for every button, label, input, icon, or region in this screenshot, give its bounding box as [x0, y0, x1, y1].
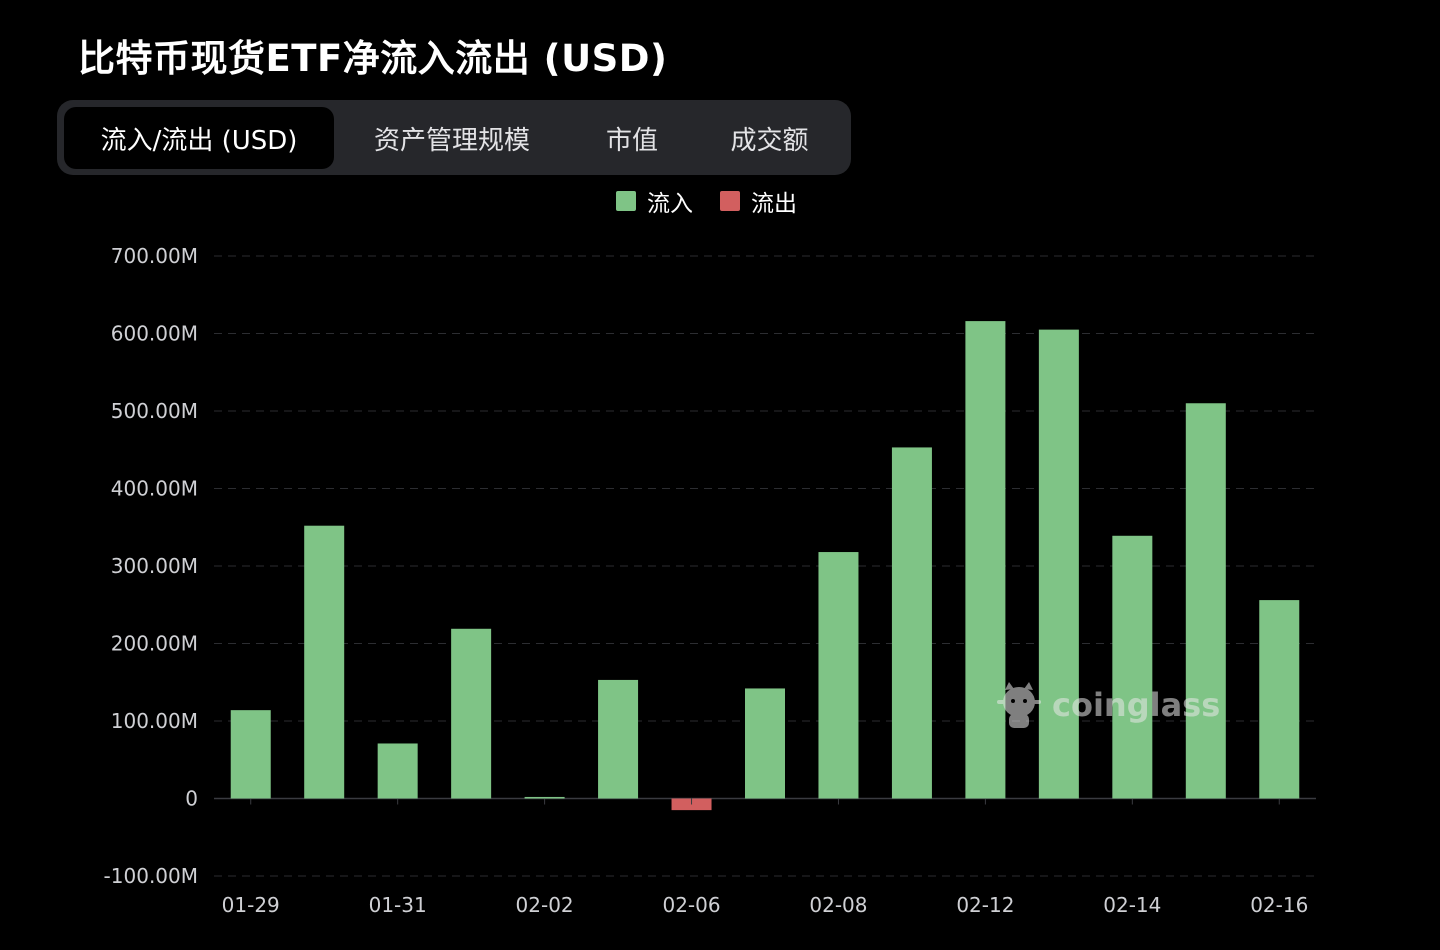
bar-01-30[interactable]	[304, 525, 345, 799]
bar-02-01[interactable]	[451, 628, 492, 799]
legend-label-inflow: 流入	[647, 191, 693, 217]
tab-inflow-outflow[interactable]: 流入/流出 (USD)	[64, 107, 334, 169]
legend-swatch-outflow	[720, 191, 740, 211]
x-tick-label: 02-08	[809, 893, 867, 917]
x-tick-label: 02-12	[956, 893, 1014, 917]
legend-item-inflow[interactable]: 流入	[616, 186, 693, 217]
bar-02-14[interactable]	[1112, 535, 1153, 799]
y-tick-label: 200.00M	[111, 632, 198, 656]
bar-02-09[interactable]	[891, 447, 932, 799]
y-tick-label: 700.00M	[111, 244, 198, 268]
y-tick-label: 500.00M	[111, 399, 198, 423]
y-tick-label: 0	[185, 787, 198, 811]
bar-02-16[interactable]	[1259, 600, 1300, 799]
bars	[230, 321, 1300, 811]
tab-market-cap-label: 市值	[605, 125, 658, 156]
y-tick-label: 600.00M	[111, 322, 198, 346]
x-tick-label: 01-31	[369, 893, 427, 917]
tab-aum[interactable]: 资产管理规模	[347, 107, 557, 169]
x-tick-label: 02-06	[662, 893, 720, 917]
legend-swatch-inflow	[616, 191, 636, 211]
bar-02-02[interactable]	[524, 796, 565, 799]
bar-02-05[interactable]	[598, 679, 639, 799]
tab-volume[interactable]: 成交额	[707, 107, 832, 169]
chart-title: 比特币现货ETF净流入流出 (USD)	[78, 37, 668, 80]
bar-01-29[interactable]	[230, 710, 271, 799]
metric-tab-bar: 流入/流出 (USD) 资产管理规模 市值 成交额	[57, 100, 851, 175]
tab-aum-label: 资产管理规模	[373, 125, 530, 156]
legend-label-outflow: 流出	[751, 191, 797, 217]
x-tick-label: 02-16	[1250, 893, 1308, 917]
y-tick-label: 100.00M	[111, 709, 198, 733]
y-axis-ticks: 700.00M 600.00M 500.00M 400.00M 300.00M 200.0…	[104, 244, 198, 888]
coinglass-watermark: coinglass	[997, 682, 1220, 728]
coinglass-logo-icon	[997, 682, 1041, 728]
tab-volume-label: 成交额	[730, 125, 809, 156]
tab-market-cap[interactable]: 市值	[567, 107, 697, 169]
bar-01-31[interactable]	[377, 743, 418, 799]
x-tick-label: 02-02	[516, 893, 574, 917]
x-tick-label: 02-14	[1103, 893, 1161, 917]
bar-02-07[interactable]	[745, 688, 785, 799]
y-tick-label: -100.00M	[104, 864, 198, 888]
bar-02-15[interactable]	[1185, 403, 1226, 799]
y-tick-label: 400.00M	[111, 477, 198, 501]
watermark-text: coinglass	[1052, 686, 1220, 724]
legend-item-outflow[interactable]: 流出	[720, 186, 797, 217]
bar-02-12[interactable]	[965, 321, 1006, 799]
x-tick-label: 01-29	[222, 893, 280, 917]
x-axis-ticks: 01-29 01-31 02-02 02-06 02-08 02-12 02-14 02-16	[222, 798, 1308, 917]
bar-02-13[interactable]	[1038, 329, 1079, 799]
y-tick-label: 300.00M	[111, 554, 198, 578]
chart-legend: 流入 流出	[0, 186, 1440, 217]
tab-inflow-outflow-label: 流入/流出 (USD)	[100, 125, 298, 156]
bar-02-08[interactable]	[818, 552, 859, 799]
